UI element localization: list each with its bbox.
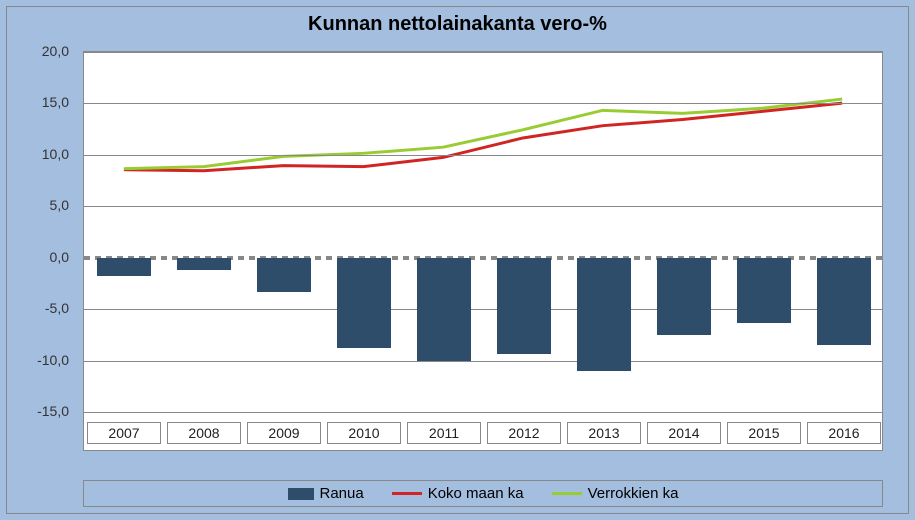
category-slot: 2008 (164, 52, 244, 450)
y-tick-label: -5,0 (45, 300, 69, 316)
bar (657, 258, 711, 335)
y-tick-label: 20,0 (42, 43, 69, 59)
bar (817, 258, 871, 345)
bar (337, 258, 391, 349)
y-tick-label: 5,0 (50, 197, 69, 213)
chart-panel: Kunnan nettolainakanta vero-% 20,0 15,0 10… (6, 6, 909, 514)
legend-item-ranua: Ranua (288, 485, 364, 502)
chart-title: Kunnan nettolainakanta vero-% (7, 13, 908, 36)
y-tick-label: 0,0 (50, 249, 69, 265)
bar (257, 258, 311, 292)
x-tick-label: 2009 (247, 422, 321, 444)
bar (417, 258, 471, 361)
x-tick-label: 2007 (87, 422, 161, 444)
legend-label: Verrokkien ka (588, 485, 679, 502)
legend: Ranua Koko maan ka Verrokkien ka (83, 480, 883, 507)
x-tick-label: 2013 (567, 422, 641, 444)
category-slot: 2012 (484, 52, 564, 450)
y-tick-label: 15,0 (42, 94, 69, 110)
x-tick-label: 2008 (167, 422, 241, 444)
category-slot: 2007 (84, 52, 164, 450)
legend-swatch-line-1 (392, 492, 422, 495)
x-tick-label: 2016 (807, 422, 881, 444)
bar (97, 258, 151, 277)
y-axis-labels: 20,015,010,05,00,0-5,0-10,0-15,0 (7, 51, 77, 451)
bar (177, 258, 231, 270)
x-tick-label: 2010 (327, 422, 401, 444)
bar (737, 258, 791, 323)
y-tick-label: -10,0 (37, 352, 69, 368)
category-slot: 2014 (644, 52, 724, 450)
legend-item-koko-maan: Koko maan ka (392, 485, 524, 502)
x-tick-label: 2015 (727, 422, 801, 444)
legend-label: Koko maan ka (428, 485, 524, 502)
y-tick-label: -15,0 (37, 403, 69, 419)
legend-swatch-line-2 (552, 492, 582, 495)
category-slot: 2009 (244, 52, 324, 450)
legend-swatch-bar (288, 488, 314, 500)
y-tick-label: 10,0 (42, 146, 69, 162)
category-slot: 2011 (404, 52, 484, 450)
category-slot: 2016 (804, 52, 884, 450)
x-tick-label: 2014 (647, 422, 721, 444)
legend-label: Ranua (320, 485, 364, 502)
x-tick-label: 2011 (407, 422, 481, 444)
x-tick-label: 2012 (487, 422, 561, 444)
chart-outer: Kunnan nettolainakanta vero-% 20,0 15,0 10… (0, 0, 915, 520)
category-slot: 2010 (324, 52, 404, 450)
legend-item-verrokkien: Verrokkien ka (552, 485, 679, 502)
plot-area: 2007 2008 2009 2010 2011 2012 2013 2014 2015 2016 (83, 51, 883, 451)
bar (577, 258, 631, 371)
bar (497, 258, 551, 355)
category-slot: 2015 (724, 52, 804, 450)
category-slot: 2013 (564, 52, 644, 450)
